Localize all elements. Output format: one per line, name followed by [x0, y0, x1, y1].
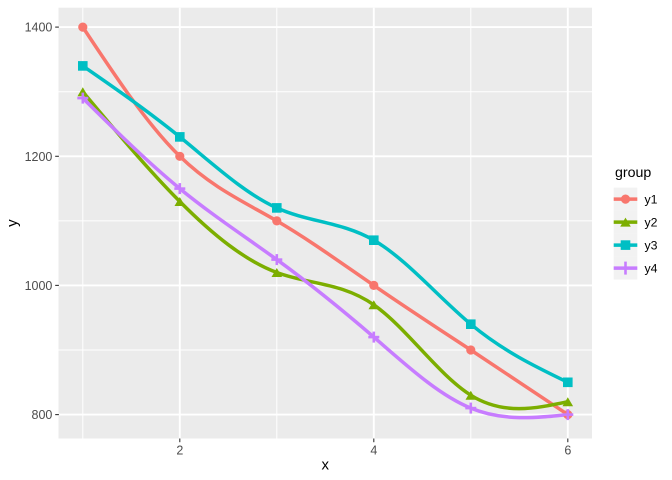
svg-text:2: 2: [176, 444, 183, 458]
svg-text:1400: 1400: [25, 21, 53, 35]
svg-text:6: 6: [564, 444, 571, 458]
svg-text:800: 800: [32, 408, 53, 422]
svg-text:y4: y4: [645, 261, 658, 275]
svg-text:y2: y2: [645, 215, 658, 229]
svg-text:group: group: [615, 165, 651, 181]
svg-text:1200: 1200: [25, 150, 53, 164]
svg-text:y3: y3: [645, 238, 658, 252]
svg-text:y1: y1: [645, 192, 658, 206]
svg-text:y: y: [4, 219, 21, 227]
svg-text:4: 4: [370, 444, 377, 458]
svg-text:x: x: [322, 456, 330, 473]
svg-text:1000: 1000: [25, 279, 53, 293]
